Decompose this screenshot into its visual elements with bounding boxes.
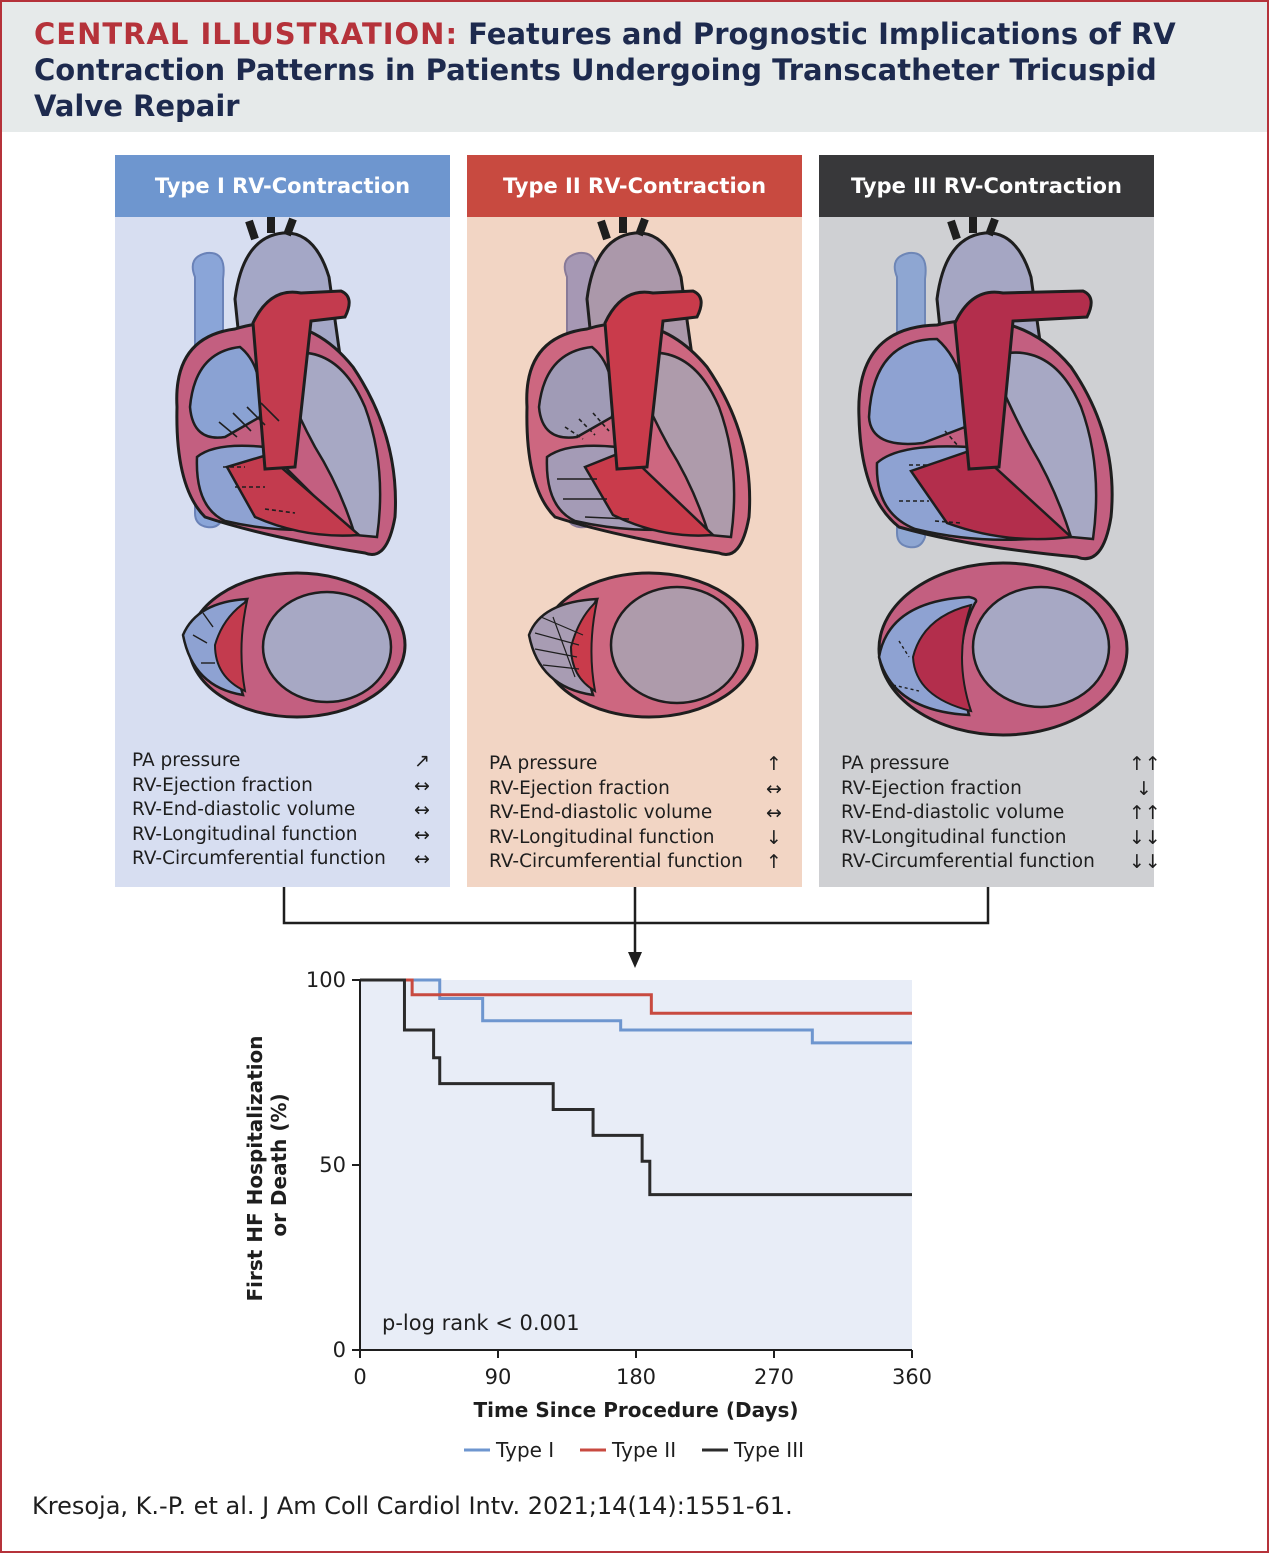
stat-label: PA pressure xyxy=(132,750,241,771)
legend-label: Type III xyxy=(733,1438,804,1462)
x-tick-label: 270 xyxy=(754,1365,794,1389)
arrow-indicator: ↓ xyxy=(766,826,782,849)
y-tick-label: 0 xyxy=(333,1338,346,1362)
arrow-indicator: ↓↓ xyxy=(1129,851,1161,873)
stat-label: RV-Circumferential function xyxy=(132,848,386,869)
stats-list: PA pressure ↑ RV-Ejection fraction ↔ RV-En… xyxy=(489,752,789,875)
stat-row: RV-Longitudinal function ↔ xyxy=(132,823,437,848)
stat-label: RV-End-diastolic volume xyxy=(489,802,713,823)
y-tick-label: 100 xyxy=(306,968,346,992)
panel-type-3: Type III RV-Contraction PA pressure ↑↑ RV… xyxy=(819,155,1161,887)
stat-label: RV-End-diastolic volume xyxy=(841,802,1065,823)
stat-row: RV-End-diastolic volume ↔ xyxy=(132,798,437,823)
legend-label: Type II xyxy=(611,1438,676,1462)
x-tick-label: 180 xyxy=(616,1365,656,1389)
title-text: Features and Prognostic Implications of … xyxy=(34,17,1176,123)
panel-title: Type II RV-Contraction xyxy=(467,155,802,217)
heart-illustration-type-1 xyxy=(175,217,407,719)
series-line-type-iii xyxy=(360,978,912,1197)
connector-bracket xyxy=(282,887,990,968)
stat-label: RV-Longitudinal function xyxy=(841,826,1067,848)
stat-row: RV-Circumferential function ↑ xyxy=(489,850,789,875)
y-axis-label-line-2: or Death (%) xyxy=(267,1093,291,1236)
km-chart: 0 90 180 270 360 0 50 100 p-log rank < 0.001 Ti… xyxy=(243,968,932,1462)
panel-type-1: Type I RV-Contraction xyxy=(115,155,450,887)
arrow-indicator: ↔ xyxy=(766,777,782,800)
stats-list: PA pressure ↑↑ RV-Ejection fraction ↓ RV-E… xyxy=(841,752,1161,875)
heart-illustration-type-3 xyxy=(857,217,1129,737)
arrow-indicator: ↔ xyxy=(414,799,430,821)
arrow-indicator: ↑ xyxy=(766,753,782,775)
panel-title: Type III RV-Contraction xyxy=(819,155,1154,217)
stat-row: RV-Longitudinal function ↓ xyxy=(489,826,789,851)
stat-label: RV-Longitudinal function xyxy=(489,826,715,848)
y-axis-label: First HF Hospitalization or Death (%) xyxy=(243,1029,291,1302)
stat-row: RV-End-diastolic volume ↔ xyxy=(489,801,789,826)
arrow-indicator: ↑↑ xyxy=(1129,753,1161,775)
page-title: CENTRAL ILLUSTRATION: Features and Progn… xyxy=(34,16,1234,124)
arrow-indicator: ↔ xyxy=(414,774,430,797)
stat-label: RV-Circumferential function xyxy=(489,851,743,872)
stat-row: PA pressure ↑ xyxy=(489,752,789,777)
citation: Kresoja, K.-P. et al. J Am Coll Cardiol … xyxy=(32,1492,793,1520)
stat-label: RV-Longitudinal function xyxy=(132,823,358,845)
stat-row: RV-End-diastolic volume ↑↑ xyxy=(841,801,1161,826)
series-line-type-i xyxy=(360,978,912,1045)
stat-row: RV-Ejection fraction ↔ xyxy=(489,777,789,802)
stat-label: PA pressure xyxy=(489,753,598,774)
heart-illustration-type-2 xyxy=(525,217,759,719)
x-axis-label: Time Since Procedure (Days) xyxy=(473,1398,798,1422)
arrow-indicator: ↔ xyxy=(414,823,430,846)
arrow-indicator: ↓↓ xyxy=(1129,826,1161,849)
stat-label: RV-Ejection fraction xyxy=(489,777,670,799)
stat-label: RV-Circumferential function xyxy=(841,851,1095,872)
header: CENTRAL ILLUSTRATION: Features and Progn… xyxy=(2,2,1267,132)
annotation: p-log rank < 0.001 xyxy=(382,1311,580,1335)
stat-label: PA pressure xyxy=(841,753,950,774)
plot-area xyxy=(360,980,912,1350)
legend: Type I Type II Type III xyxy=(464,1438,804,1462)
stat-row: RV-Ejection fraction ↓ xyxy=(841,777,1159,802)
arrow-indicator: ↔ xyxy=(414,848,430,870)
stat-label: RV-Ejection fraction xyxy=(841,777,1022,799)
legend-label: Type I xyxy=(495,1438,554,1462)
arrow-indicator: ↗ xyxy=(414,750,430,772)
arrow-indicator: ↓ xyxy=(1136,777,1152,800)
arrow-indicator: ↑ xyxy=(766,851,782,873)
panel-title: Type I RV-Contraction xyxy=(115,155,450,217)
stat-label: RV-End-diastolic volume xyxy=(132,799,356,820)
x-tick-label: 0 xyxy=(353,1365,366,1389)
stat-row: RV-Ejection fraction ↔ xyxy=(132,774,437,799)
stat-row: RV-Longitudinal function ↓↓ xyxy=(841,826,1161,851)
stat-row: PA pressure ↗ xyxy=(132,749,437,774)
stats-list: PA pressure ↗ RV-Ejection fraction ↔ RV-En… xyxy=(132,749,437,872)
arrow-indicator: ↔ xyxy=(766,802,782,824)
y-tick-label: 50 xyxy=(319,1153,346,1177)
arrow-indicator: ↑↑ xyxy=(1129,802,1161,824)
x-tick-label: 360 xyxy=(892,1365,932,1389)
title-lead: CENTRAL ILLUSTRATION: xyxy=(34,17,459,51)
y-axis-label-line-1: First HF Hospitalization xyxy=(243,1035,267,1301)
stat-row: PA pressure ↑↑ xyxy=(841,752,1161,777)
panel-type-2: Type II RV-Contraction PA pressure ↑ RV-E… xyxy=(467,155,802,887)
stat-row: RV-Circumferential function ↓↓ xyxy=(841,850,1161,875)
stat-label: RV-Ejection fraction xyxy=(132,774,313,796)
stat-row: RV-Circumferential function ↔ xyxy=(132,847,437,872)
x-tick-label: 90 xyxy=(485,1365,512,1389)
